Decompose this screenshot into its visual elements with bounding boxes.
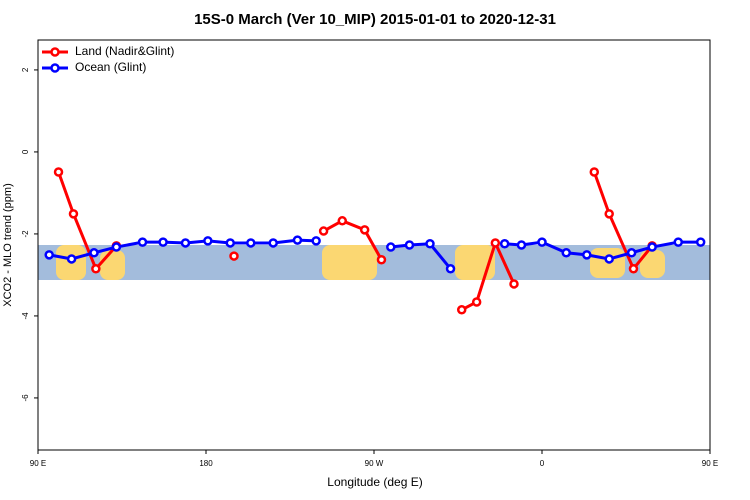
map-land bbox=[640, 250, 665, 278]
x-tick-label: 180 bbox=[199, 459, 213, 468]
y-tick-label: -6 bbox=[21, 394, 30, 402]
x-tick-label: 90 E bbox=[30, 459, 46, 468]
point bbox=[604, 254, 614, 264]
point bbox=[91, 264, 101, 274]
point bbox=[292, 235, 303, 245]
point bbox=[499, 239, 510, 249]
point bbox=[376, 255, 387, 265]
y-tick-label: 2 bbox=[21, 67, 30, 72]
x-tick-label: 90 E bbox=[702, 459, 718, 468]
y-tick-label: -2 bbox=[21, 230, 30, 238]
point bbox=[225, 238, 236, 248]
point bbox=[647, 242, 657, 252]
point bbox=[268, 238, 278, 248]
point bbox=[229, 251, 239, 261]
point bbox=[509, 279, 519, 289]
point bbox=[673, 237, 684, 247]
point bbox=[44, 250, 54, 260]
point bbox=[180, 238, 191, 248]
map-land bbox=[100, 250, 125, 280]
point bbox=[582, 250, 592, 260]
map-land bbox=[322, 245, 377, 280]
point bbox=[561, 248, 572, 258]
point bbox=[66, 254, 77, 264]
x-tick-label: 0 bbox=[540, 459, 545, 468]
point bbox=[318, 226, 329, 236]
legend-marker bbox=[50, 47, 60, 57]
point bbox=[537, 237, 547, 247]
point bbox=[89, 248, 99, 258]
point bbox=[311, 236, 321, 246]
point bbox=[359, 225, 370, 235]
series-line bbox=[57, 171, 654, 312]
point bbox=[516, 240, 527, 250]
legend-marker bbox=[50, 63, 60, 73]
point bbox=[425, 239, 435, 249]
point bbox=[604, 209, 614, 219]
x-axis-label: Longitude (deg E) bbox=[327, 475, 422, 489]
point bbox=[626, 248, 637, 258]
point bbox=[386, 242, 396, 252]
point bbox=[246, 238, 256, 248]
point bbox=[628, 264, 639, 274]
point bbox=[471, 297, 482, 307]
y-axis-label: XCO2 - MLO trend (ppm) bbox=[2, 183, 14, 306]
point bbox=[404, 240, 415, 250]
point bbox=[68, 209, 79, 219]
point bbox=[695, 237, 706, 247]
point bbox=[158, 237, 168, 247]
point bbox=[589, 167, 600, 177]
y-tick-label: 0 bbox=[21, 149, 30, 154]
legend-label: Land (Nadir&Glint) bbox=[75, 44, 174, 58]
legend-label: Ocean (Glint) bbox=[75, 60, 146, 74]
point bbox=[137, 237, 148, 247]
point bbox=[53, 167, 64, 177]
point bbox=[203, 236, 213, 246]
point bbox=[456, 305, 467, 315]
y-tick-label: -4 bbox=[21, 312, 30, 320]
point bbox=[111, 242, 122, 252]
point bbox=[445, 264, 456, 274]
point bbox=[337, 216, 348, 226]
chart-title: 15S-0 March (Ver 10_MIP) 2015-01-01 to 2… bbox=[194, 11, 556, 28]
point bbox=[490, 238, 501, 248]
x-tick-label: 90 W bbox=[365, 459, 384, 468]
